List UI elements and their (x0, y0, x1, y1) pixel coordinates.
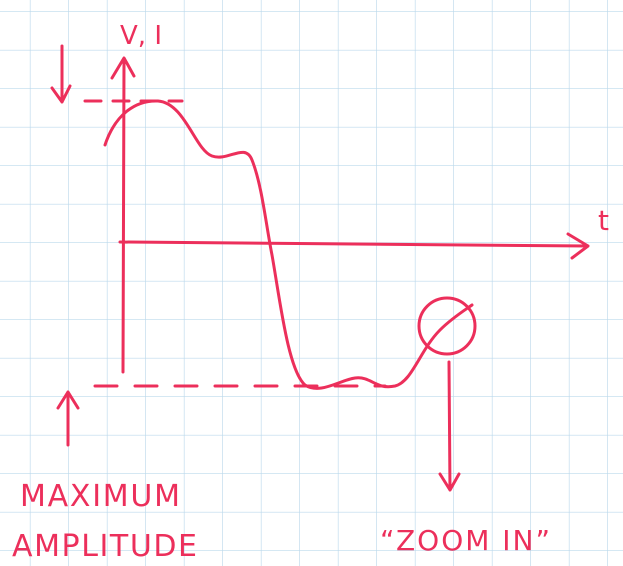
down-arrow (50, 44, 72, 104)
annotation-text: “ZOOM IN” (380, 524, 550, 557)
zoom-arrow (438, 360, 461, 492)
up-arrow (56, 390, 80, 447)
annotation-text: AMPLITUDE (12, 529, 197, 564)
x-axis-label: t (598, 204, 609, 237)
x-axis (118, 232, 590, 260)
annotation-text: MAXIMUM (20, 479, 180, 514)
waveform (103, 99, 474, 390)
amplitude-markers (50, 44, 461, 492)
y-axis-label: V, I (120, 21, 162, 51)
zoom-circle (417, 296, 477, 356)
